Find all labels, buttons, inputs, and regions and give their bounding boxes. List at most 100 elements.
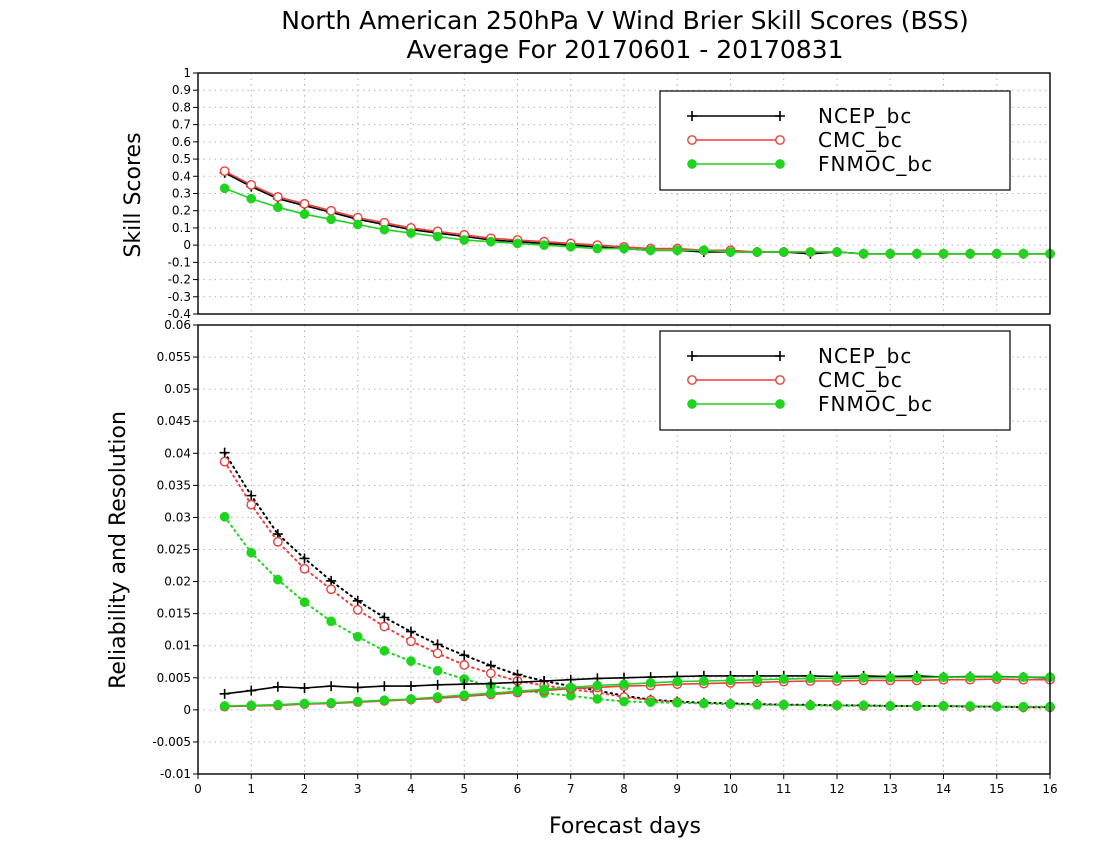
data-point-fnmoc-bc <box>592 243 603 254</box>
data-point-fnmoc-bc <box>832 673 842 684</box>
y-axis-label-top: Skill Scores <box>121 132 146 257</box>
legend-marker <box>687 111 697 121</box>
data-point-ncep-bc <box>406 681 416 692</box>
data-point-fnmoc-bc <box>778 247 789 257</box>
data-point-ncep-bc <box>326 681 337 692</box>
legend-label: NCEP_bc <box>818 344 912 368</box>
data-point-fnmoc-bc <box>432 665 443 676</box>
data-point-fnmoc-bc <box>326 697 336 708</box>
y-tick-label: 0.05 <box>164 382 191 396</box>
y-tick-label: -0.4 <box>168 307 191 321</box>
data-point-ncep-bc <box>379 681 390 692</box>
data-point-ncep-bc <box>432 639 443 650</box>
data-point-cmc-bc <box>485 668 496 679</box>
data-point-fnmoc-bc <box>219 183 230 194</box>
data-point-fnmoc-bc <box>379 645 390 656</box>
data-point-cmc-bc <box>219 166 230 177</box>
x-tick-label: 0 <box>194 782 202 796</box>
data-point-fnmoc-bc <box>273 574 283 585</box>
data-point-fnmoc-bc <box>858 672 869 683</box>
data-point-fnmoc-bc <box>539 684 549 695</box>
data-point-fnmoc-bc <box>246 700 257 711</box>
series-line-fnmoc-bc <box>224 676 1050 707</box>
skill-score-panel: -0.4 -0.3 -0.2 -0.1 0 0.1 0.2 0.3 0.4 0.5 0.6 0.7 0.… <box>168 66 1055 321</box>
series-line-ncep-bc-dotted <box>223 451 1051 709</box>
legend-marker <box>687 375 697 385</box>
data-point-fnmoc-bc <box>912 672 922 683</box>
data-point-fnmoc-bc <box>991 248 1002 259</box>
data-point-fnmoc-bc <box>752 674 762 685</box>
legend-marker <box>775 135 785 145</box>
data-point-fnmoc-bc <box>1018 701 1029 712</box>
data-point-fnmoc-bc <box>246 193 257 204</box>
data-point-fnmoc-bc <box>885 672 896 683</box>
y-tick-label: 0.01 <box>164 639 191 653</box>
data-point-fnmoc-bc <box>512 686 523 697</box>
legend-label: CMC_bc <box>818 128 903 152</box>
data-point-fnmoc-bc <box>273 699 283 710</box>
data-point-fnmoc-bc <box>832 247 842 257</box>
series-line-fnmoc-bc <box>224 187 1050 255</box>
data-point-cmc-bc <box>246 179 257 190</box>
series-line-fnmoc-bc-dotted <box>223 515 1051 708</box>
x-tick-label: 7 <box>567 782 575 796</box>
data-point-cmc-bc <box>272 536 283 547</box>
y-tick-label: 0.02 <box>164 575 191 589</box>
data-point-fnmoc-bc <box>406 694 416 704</box>
legend-label: FNMOC_bc <box>818 392 933 416</box>
data-point-fnmoc-bc <box>805 247 816 257</box>
x-tick-label: 12 <box>829 782 844 796</box>
data-point-fnmoc-bc <box>778 674 789 684</box>
data-point-ncep-bc <box>459 679 470 690</box>
data-point-fnmoc-bc <box>379 224 390 235</box>
x-tick-label: 2 <box>301 782 309 796</box>
data-point-fnmoc-bc <box>592 680 603 691</box>
y-tick-label: -0.2 <box>168 273 191 287</box>
data-point-cmc-bc <box>299 198 310 209</box>
data-point-cmc-bc <box>272 192 283 202</box>
data-point-fnmoc-bc <box>672 676 683 687</box>
y-tick-label: 0.4 <box>172 169 191 183</box>
data-point-fnmoc-bc <box>379 695 390 706</box>
y-tick-label: -0.3 <box>168 290 191 304</box>
data-point-ncep-bc <box>512 677 523 688</box>
plot-frame <box>197 324 1051 775</box>
data-point-fnmoc-bc <box>645 697 656 708</box>
x-axis-label: Forecast days <box>549 814 701 839</box>
data-point-ncep-bc <box>539 675 550 686</box>
data-point-cmc-bc <box>219 456 230 467</box>
data-point-fnmoc-bc <box>699 676 709 686</box>
series-line-cmc-bc-dotted <box>223 460 1051 709</box>
data-point-cmc-bc <box>326 205 337 216</box>
y-tick-label: 0 <box>183 703 191 717</box>
y-axis-label-bottom: Reliability and Resolution <box>106 411 131 689</box>
data-point-fnmoc-bc <box>299 597 310 607</box>
y-tick-label: 0.035 <box>157 478 191 492</box>
data-point-ncep-bc <box>299 683 310 694</box>
legend-marker <box>687 351 697 361</box>
data-point-fnmoc-bc <box>219 701 230 711</box>
y-tick-label: 0.8 <box>172 100 191 114</box>
x-tick-label: 3 <box>354 782 362 796</box>
data-point-fnmoc-bc <box>672 697 683 708</box>
plot-frame <box>197 72 1051 315</box>
data-point-fnmoc-bc <box>565 682 576 693</box>
data-point-fnmoc-bc <box>778 699 789 710</box>
data-point-fnmoc-bc <box>965 701 975 711</box>
chart-title-line2: Average For 20170601 - 20170831 <box>406 35 843 64</box>
data-point-fnmoc-bc <box>273 202 283 213</box>
data-point-fnmoc-bc <box>352 696 363 707</box>
data-point-fnmoc-bc <box>299 698 310 709</box>
data-point-fnmoc-bc <box>1018 248 1029 259</box>
data-point-ncep-bc <box>219 447 230 458</box>
chart-title-line1: North American 250hPa V Wind Brier Skill… <box>281 6 968 35</box>
data-point-fnmoc-bc <box>512 238 523 249</box>
legend-marker <box>775 399 785 409</box>
data-point-fnmoc-bc <box>725 675 736 686</box>
data-point-fnmoc-bc <box>619 243 629 254</box>
x-tick-label: 14 <box>936 782 951 796</box>
y-tick-label: 0.03 <box>164 510 191 524</box>
data-point-fnmoc-bc <box>352 631 363 642</box>
y-tick-label: 0.06 <box>164 318 191 332</box>
legend-marker <box>687 135 697 145</box>
